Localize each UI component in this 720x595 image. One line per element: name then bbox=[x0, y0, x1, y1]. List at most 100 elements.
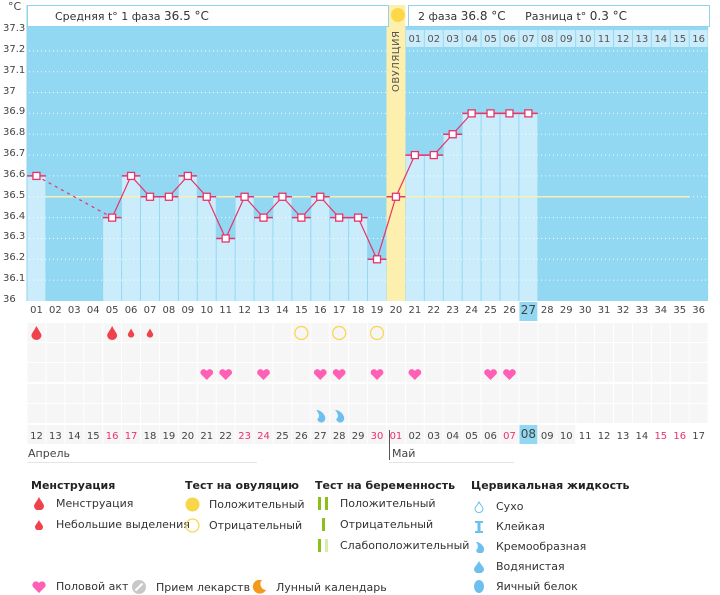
cycle-day-label[interactable]: 23 bbox=[446, 305, 459, 316]
temp-point[interactable] bbox=[202, 192, 211, 201]
temp-point[interactable] bbox=[259, 213, 268, 222]
symptom-cell[interactable] bbox=[651, 323, 670, 342]
symptom-cell[interactable] bbox=[614, 384, 632, 403]
temp-point[interactable] bbox=[221, 234, 230, 243]
symptom-cell[interactable] bbox=[216, 384, 235, 403]
symptom-cell[interactable] bbox=[65, 363, 84, 382]
calendar-date-label[interactable]: 27 bbox=[314, 431, 327, 442]
heart-icon[interactable] bbox=[484, 369, 497, 380]
symptom-cell[interactable] bbox=[292, 363, 311, 382]
symptom-cell[interactable] bbox=[178, 343, 197, 362]
cycle-day-label[interactable]: 36 bbox=[692, 305, 705, 316]
symptom-cell[interactable] bbox=[538, 343, 557, 362]
calendar-date-label[interactable]: 04 bbox=[446, 431, 459, 442]
symptom-cell[interactable] bbox=[481, 343, 500, 362]
symptom-cell[interactable] bbox=[595, 343, 614, 362]
cycle-day-label[interactable]: 19 bbox=[371, 305, 384, 316]
symptom-cell[interactable] bbox=[103, 363, 122, 382]
cycle-day-label[interactable]: 32 bbox=[617, 305, 630, 316]
calendar-date-label[interactable]: 11 bbox=[579, 431, 592, 442]
menstruation-drop-icon[interactable] bbox=[31, 326, 42, 340]
symptom-cell[interactable] bbox=[122, 343, 141, 362]
symptom-cell[interactable] bbox=[614, 323, 632, 342]
cycle-day-label[interactable]: 05 bbox=[106, 305, 119, 316]
symptom-cell[interactable] bbox=[443, 404, 462, 423]
calendar-date-label[interactable]: 13 bbox=[617, 431, 630, 442]
calendar-date-label[interactable]: 16 bbox=[673, 431, 686, 442]
symptom-cell[interactable] bbox=[159, 404, 178, 423]
symptom-cell[interactable] bbox=[368, 384, 386, 403]
symptom-cell[interactable] bbox=[462, 323, 481, 342]
cervical-creamy-icon[interactable] bbox=[316, 410, 326, 423]
symptom-cell[interactable] bbox=[481, 404, 500, 423]
symptom-cell[interactable] bbox=[386, 384, 405, 403]
calendar-date-label[interactable]: 12 bbox=[598, 431, 611, 442]
calendar-date-label[interactable]: 15 bbox=[654, 431, 667, 442]
symptom-cell[interactable] bbox=[595, 323, 614, 342]
cycle-day-label[interactable]: 25 bbox=[484, 305, 497, 316]
symptom-cell[interactable] bbox=[254, 343, 273, 362]
ovulation-test-negative-icon[interactable] bbox=[294, 325, 309, 341]
symptom-cell[interactable] bbox=[368, 404, 386, 423]
cycle-day-label[interactable]: 34 bbox=[654, 305, 667, 316]
cycle-day-label[interactable]: 13 bbox=[257, 305, 270, 316]
cycle-day-label[interactable]: 07 bbox=[144, 305, 157, 316]
calendar-date-label[interactable]: 26 bbox=[295, 431, 308, 442]
cycle-day-label[interactable]: 08 bbox=[163, 305, 176, 316]
symptom-cell[interactable] bbox=[65, 384, 84, 403]
symptom-cell[interactable] bbox=[632, 343, 651, 362]
symptom-cell[interactable] bbox=[216, 404, 235, 423]
heart-icon[interactable] bbox=[200, 369, 214, 380]
heart-icon[interactable] bbox=[219, 369, 233, 380]
symptom-cell[interactable] bbox=[273, 363, 292, 382]
symptom-cell[interactable] bbox=[424, 404, 443, 423]
temp-point[interactable] bbox=[145, 192, 155, 201]
cycle-day-label[interactable]: 26 bbox=[503, 305, 516, 316]
cycle-day-label[interactable]: 17 bbox=[333, 305, 346, 316]
calendar-date-label[interactable]: 01 bbox=[390, 431, 403, 442]
symptom-cell[interactable] bbox=[235, 404, 254, 423]
symptom-cell[interactable] bbox=[462, 404, 481, 423]
symptom-cell[interactable] bbox=[197, 404, 216, 423]
symptom-cell[interactable] bbox=[557, 363, 576, 382]
calendar-date-label[interactable]: 12 bbox=[30, 431, 43, 442]
symptom-cell[interactable] bbox=[216, 323, 235, 342]
symptom-cell[interactable] bbox=[103, 343, 122, 362]
symptom-cell[interactable] bbox=[443, 343, 462, 362]
calendar-date-label[interactable]: 02 bbox=[408, 431, 421, 442]
symptom-cell[interactable] bbox=[651, 384, 670, 403]
symptom-cell[interactable] bbox=[519, 343, 538, 362]
calendar-date-label[interactable]: 06 bbox=[484, 431, 497, 442]
symptom-cell[interactable] bbox=[405, 404, 424, 423]
cycle-day-label[interactable]: 09 bbox=[181, 305, 194, 316]
symptom-cell[interactable] bbox=[141, 343, 159, 362]
temp-point[interactable] bbox=[32, 171, 41, 181]
cycle-day-label[interactable]: 27 bbox=[521, 303, 536, 317]
symptom-cell[interactable] bbox=[84, 404, 103, 423]
symptom-cell[interactable] bbox=[443, 384, 462, 403]
calendar-date-label[interactable]: 29 bbox=[352, 431, 365, 442]
symptom-cell[interactable] bbox=[273, 404, 292, 423]
cycle-day-label[interactable]: 11 bbox=[219, 305, 232, 316]
symptom-cell[interactable] bbox=[443, 363, 462, 382]
symptom-cell[interactable] bbox=[519, 363, 538, 382]
symptom-cell[interactable] bbox=[103, 384, 122, 403]
calendar-date-label[interactable]: 17 bbox=[692, 431, 705, 442]
spotting-drop-icon[interactable] bbox=[127, 328, 135, 338]
heart-icon[interactable] bbox=[332, 369, 346, 380]
symptom-cell[interactable] bbox=[481, 384, 500, 403]
symptom-cell[interactable] bbox=[424, 343, 443, 362]
symptom-cell[interactable] bbox=[689, 363, 708, 382]
calendar-date-label[interactable]: 20 bbox=[181, 431, 194, 442]
calendar-date-label[interactable]: 30 bbox=[371, 431, 384, 442]
symptom-cell[interactable] bbox=[349, 343, 368, 362]
temp-point[interactable] bbox=[486, 109, 495, 118]
symptom-cell[interactable] bbox=[689, 323, 708, 342]
symptom-cell[interactable] bbox=[235, 363, 254, 382]
symptom-cell[interactable] bbox=[46, 404, 65, 423]
symptom-cell[interactable] bbox=[254, 384, 273, 403]
symptom-cell[interactable] bbox=[65, 343, 84, 362]
symptom-cell[interactable] bbox=[614, 343, 632, 362]
symptom-cell[interactable] bbox=[651, 363, 670, 382]
cycle-day-label[interactable]: 24 bbox=[465, 305, 478, 316]
